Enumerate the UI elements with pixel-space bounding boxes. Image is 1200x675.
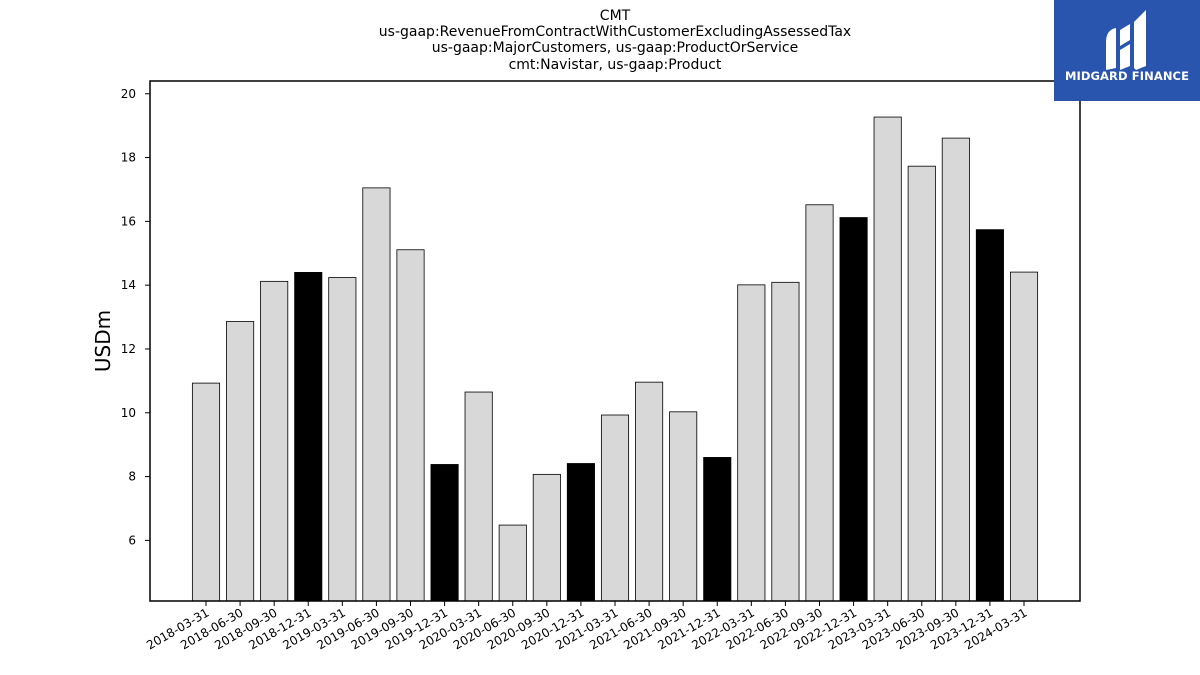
- y-tick-label-20: 20: [121, 87, 136, 101]
- y-tick-label-10: 10: [121, 406, 136, 420]
- bar-2021-03-31: [600, 414, 630, 602]
- y-tick-label-14: 14: [121, 278, 136, 292]
- bar-2018-09-30: [260, 280, 289, 602]
- bar-2020-06-30: [498, 524, 527, 602]
- y-tick-label-12: 12: [121, 342, 136, 356]
- y-tick-label-8: 8: [128, 470, 136, 484]
- bar-2018-06-30: [226, 321, 255, 602]
- bar-2018-03-31: [191, 382, 221, 602]
- bar-2020-03-31: [464, 391, 493, 602]
- bar-2020-09-30: [532, 473, 561, 602]
- bar-2021-09-30: [669, 411, 698, 602]
- midgard-logo-icon: [1106, 10, 1146, 70]
- chart-title-line-3: us-gaap:MajorCustomers, us-gaap:ProductO…: [432, 40, 798, 56]
- bars-layer: [191, 116, 1039, 602]
- bar-2022-03-31: [737, 284, 766, 602]
- bar-2021-06-30: [635, 381, 664, 602]
- midgard-finance-logo: MIDGARD FINANCE: [1054, 0, 1200, 101]
- y-axis: 6 8 10 12 14 16 18 20: [121, 87, 150, 547]
- bar-2023-09-30: [941, 137, 970, 602]
- bar-2020-12-31: [566, 463, 595, 602]
- chart-title: CMT us-gaap:RevenueFromContractWithCusto…: [379, 8, 851, 73]
- bar-2023-12-31: [975, 229, 1004, 602]
- bar-2022-12-31: [839, 217, 868, 602]
- y-tick-label-18: 18: [121, 151, 136, 165]
- bar-2019-09-30: [396, 249, 425, 602]
- bar-2022-09-30: [805, 204, 834, 602]
- bar-2019-03-31: [328, 277, 357, 602]
- chart-title-line-2: us-gaap:RevenueFromContractWithCustomerE…: [379, 24, 851, 40]
- plot-frame: [149, 80, 1081, 602]
- bar-2022-06-30: [771, 281, 800, 602]
- bar-2019-12-31: [430, 464, 459, 602]
- y-tick-label-16: 16: [121, 214, 136, 228]
- bar-2018-12-31: [294, 272, 323, 602]
- bar-2023-06-30: [907, 165, 936, 602]
- bar-2023-03-31: [873, 116, 902, 602]
- y-axis-label: USDm: [91, 310, 115, 372]
- chart-title-line-1: CMT: [600, 8, 631, 24]
- bar-2021-12-31: [703, 457, 732, 602]
- y-tick-label-6: 6: [128, 533, 136, 547]
- bar-2024-03-31: [1009, 271, 1039, 602]
- bar-2019-06-30: [362, 187, 391, 602]
- logo-text: MIDGARD FINANCE: [1064, 69, 1190, 83]
- x-axis: 2018-03-312018-06-302018-09-302018-12-31…: [144, 601, 1030, 652]
- chart-title-line-4: cmt:Navistar, us-gaap:Product: [509, 57, 722, 73]
